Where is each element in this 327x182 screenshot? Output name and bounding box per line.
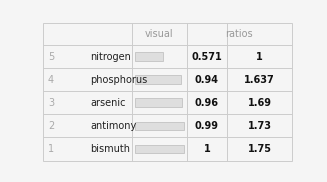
Text: 4: 4 [48, 75, 54, 85]
Bar [135, 145, 184, 153]
Text: 1.73: 1.73 [248, 121, 271, 131]
Bar [135, 98, 182, 107]
Text: visual: visual [145, 29, 174, 39]
Text: 0.94: 0.94 [195, 75, 219, 85]
Bar [135, 52, 163, 61]
Text: bismuth: bismuth [90, 144, 130, 154]
Text: 0.571: 0.571 [192, 52, 222, 62]
Text: 1: 1 [256, 52, 263, 62]
Bar [135, 75, 181, 84]
Text: phosphorus: phosphorus [90, 75, 147, 85]
Text: 1.69: 1.69 [248, 98, 271, 108]
Text: 1.637: 1.637 [244, 75, 275, 85]
Text: nitrogen: nitrogen [90, 52, 131, 62]
Text: 0.96: 0.96 [195, 98, 219, 108]
Text: 1: 1 [203, 144, 210, 154]
Bar [135, 122, 183, 130]
Text: 1.75: 1.75 [248, 144, 271, 154]
Text: ratios: ratios [225, 29, 253, 39]
Text: 3: 3 [48, 98, 54, 108]
Text: 2: 2 [48, 121, 54, 131]
Text: 1: 1 [48, 144, 54, 154]
Text: antimony: antimony [90, 121, 137, 131]
Text: 5: 5 [48, 52, 54, 62]
Text: arsenic: arsenic [90, 98, 126, 108]
Text: 0.99: 0.99 [195, 121, 219, 131]
